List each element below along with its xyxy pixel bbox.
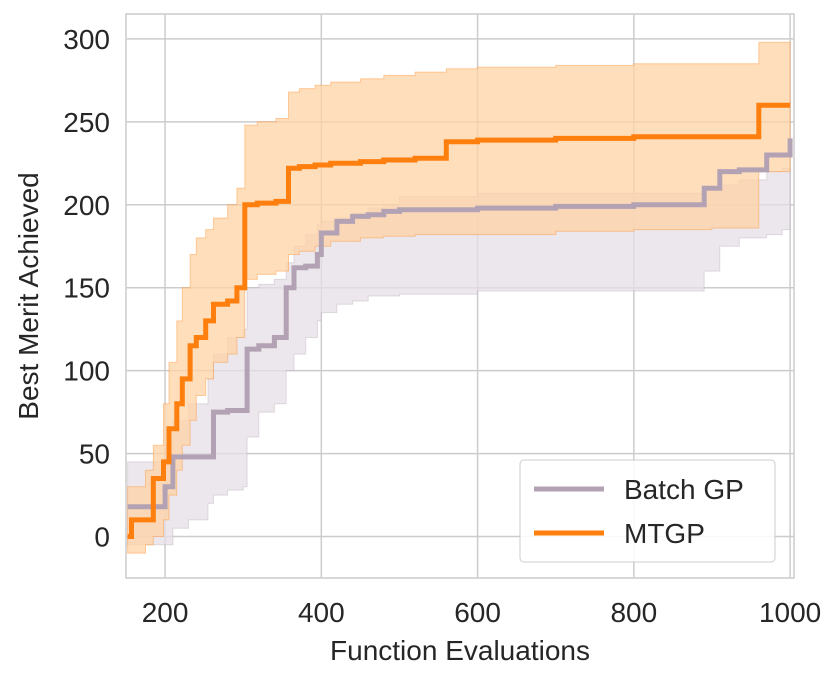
y-axis-label: Best Merit Achieved [13,172,44,419]
legend: Batch GP MTGP [519,459,776,563]
y-tick-label: 150 [63,273,110,304]
y-axis-ticks: 0 50 100 150 200 250 300 [63,24,110,553]
y-tick-label: 50 [79,439,110,470]
band-batch-gp [127,167,791,546]
x-tick-label: 600 [454,597,501,628]
x-axis-label: Function Evaluations [330,635,590,666]
x-tick-label: 800 [610,597,657,628]
legend-box [519,459,776,563]
x-tick-label: 400 [298,597,345,628]
y-tick-label: 200 [63,190,110,221]
x-tick-label: 1000 [759,597,821,628]
series-lines [127,102,793,539]
plot-frame [125,13,795,579]
y-tick-label: 100 [63,356,110,387]
x-tick-label: 200 [142,597,189,628]
legend-label-mtgp: MTGP [624,518,705,549]
line-batch-gp [127,138,793,510]
y-tick-label: 0 [94,522,110,553]
line-mtgp [127,102,791,539]
y-tick-label: 250 [63,107,110,138]
legend-label-batch-gp: Batch GP [624,474,744,505]
x-axis-ticks: 200 400 600 800 1000 [142,597,822,628]
y-tick-label: 300 [63,24,110,55]
